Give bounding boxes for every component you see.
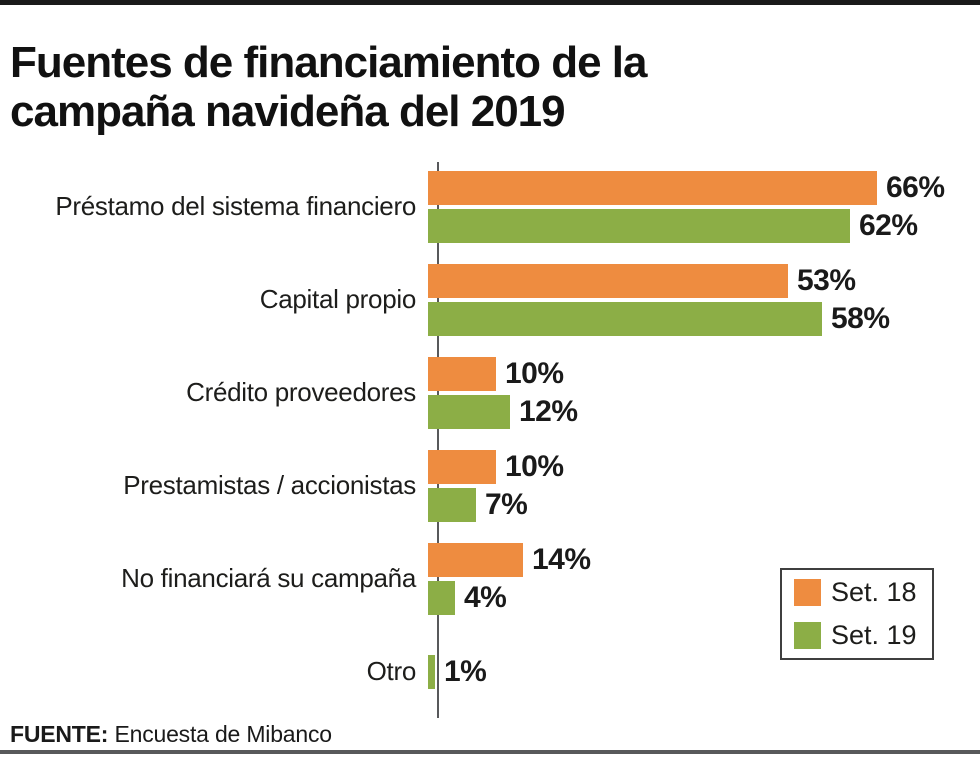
category-bars: 10% 12% (428, 357, 980, 429)
value-label: 7% (485, 488, 528, 521)
bar-line: 66% (428, 171, 980, 205)
legend-item: Set. 18 (794, 577, 932, 608)
category-bars: 66% 62% (428, 171, 980, 243)
source-label: FUENTE: (10, 721, 109, 747)
bar-set-18 (428, 543, 523, 577)
legend-label: Set. 18 (831, 577, 917, 607)
top-rule (0, 0, 980, 5)
title-line-1: Fuentes de financiamiento de la (10, 38, 647, 88)
legend-label: Set. 19 (831, 620, 917, 650)
page-title: Fuentes de financiamiento de la campaña n… (10, 39, 970, 136)
bar-line: 14% (428, 543, 980, 577)
value-label: 66% (886, 171, 945, 204)
bar-line: 58% (428, 302, 980, 336)
legend-swatch-icon (794, 579, 821, 606)
chart-row: Préstamo del sistema financiero 66% 62% (0, 171, 980, 243)
bar-line: 12% (428, 395, 980, 429)
bar-line: 7% (428, 488, 980, 522)
category-label: No financiará su campaña (121, 563, 416, 594)
bar-set-18 (428, 171, 877, 205)
chart-row: No financiará su campaña 14% 4% (0, 543, 980, 615)
value-label: 4% (464, 581, 507, 614)
legend-item: Set. 19 (794, 620, 932, 651)
value-label: 14% (532, 543, 591, 576)
category-label: Otro (366, 656, 417, 687)
legend-swatch-icon (794, 622, 821, 649)
chart-legend: Set. 18 Set. 19 (780, 568, 934, 660)
bar-set-19 (428, 655, 435, 689)
bar-line: 10% (428, 450, 980, 484)
value-label: 12% (519, 395, 578, 428)
bar-set-19 (428, 209, 850, 243)
category-label: Capital propio (259, 284, 417, 315)
value-label: 10% (505, 450, 564, 483)
chart-row: Crédito proveedores 10% 12% (0, 357, 980, 429)
chart-row: Otro 1% (0, 636, 980, 708)
value-label: 62% (859, 209, 918, 242)
category-label: Crédito proveedores (186, 377, 416, 408)
title-line-2: campaña navideña del 2019 (10, 86, 566, 136)
bar-set-19 (428, 395, 510, 429)
chart-row: Prestamistas / accionistas 10% 7% (0, 450, 980, 522)
bar-set-18 (428, 357, 496, 391)
value-label: 53% (797, 264, 856, 297)
source-text: Encuesta de Mibanco (114, 721, 332, 747)
bar-set-19 (428, 488, 476, 522)
category-bars: 1% (428, 636, 980, 708)
bar-line: 10% (428, 357, 980, 391)
bar-set-19 (428, 302, 822, 336)
value-label: 10% (505, 357, 564, 390)
category-bars: 14% 4% (428, 543, 980, 615)
bar-line: 1% (428, 655, 980, 689)
bar-chart: Préstamo del sistema financiero 66% 62% Cap… (0, 171, 980, 708)
bar-line: 53% (428, 264, 980, 298)
bar-line: 4% (428, 581, 980, 615)
value-label: 58% (831, 302, 890, 335)
bottom-rule (0, 750, 980, 754)
source-note: FUENTE: Encuesta de Mibanco (10, 721, 332, 748)
bar-set-19 (428, 581, 455, 615)
bar-line: 62% (428, 209, 980, 243)
category-label: Prestamistas / accionistas (123, 470, 416, 501)
category-bars: 53% 58% (428, 264, 980, 336)
chart-row: Capital propio 53% 58% (0, 264, 980, 336)
bar-set-18 (428, 450, 496, 484)
chart-axis (437, 162, 439, 718)
category-bars: 10% 7% (428, 450, 980, 522)
value-label: 1% (444, 655, 487, 688)
category-label: Préstamo del sistema financiero (55, 191, 416, 222)
bar-set-18 (428, 264, 788, 298)
